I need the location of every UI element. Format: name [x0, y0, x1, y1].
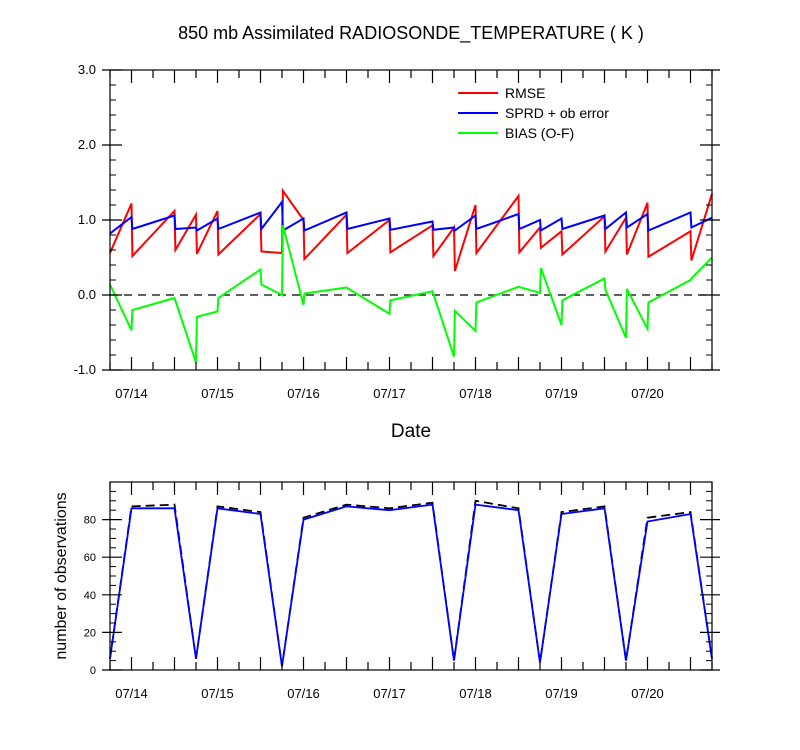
- y-tick-label: 1.0: [78, 212, 96, 227]
- x-tick-label: 07/14: [115, 386, 148, 401]
- y-tick-labels: -1.0 0.0 1.0 2.0 3.0: [74, 62, 96, 377]
- x-tick-label: 07/17: [373, 686, 406, 701]
- rmse-chart: 850 mb Assimilated RADIOSONDE_TEMPERATUR…: [74, 23, 720, 442]
- y-tick-label: -1.0: [74, 362, 96, 377]
- series-line-used: [109, 503, 713, 667]
- x-tick-labels: 07/14 07/15 07/16 07/17 07/18 07/19 07/20: [115, 386, 664, 401]
- x-tick-label: 07/14: [115, 686, 148, 701]
- y-tick-label: 40: [84, 590, 96, 602]
- x-tick-label: 07/17: [373, 386, 406, 401]
- plot-frame: [109, 481, 713, 671]
- y-tick-label: 3.0: [78, 62, 96, 77]
- x-tick-label: 07/19: [545, 686, 578, 701]
- x-tick-label: 07/19: [545, 386, 578, 401]
- series-lines: [109, 187, 713, 363]
- axis-ticks: [102, 481, 720, 671]
- y-tick-label: 80: [84, 515, 96, 527]
- legend-label: RMSE: [505, 85, 545, 101]
- x-tick-label: 07/18: [459, 686, 492, 701]
- x-tick-label: 07/18: [459, 386, 492, 401]
- x-tick-labels: 07/14 07/15 07/16 07/17 07/18 07/19 07/20: [115, 686, 664, 701]
- y-tick-labels: 0 20 40 60 80: [84, 515, 96, 677]
- y-tick-label: 0.0: [78, 287, 96, 302]
- legend-label: BIAS (O-F): [505, 125, 574, 141]
- series-lines: [109, 499, 713, 667]
- x-tick-label: 07/20: [631, 686, 664, 701]
- series-line-rmse: [109, 187, 713, 272]
- y-tick-label: 2.0: [78, 137, 96, 152]
- axis-ticks: [102, 69, 720, 371]
- y-tick-label: 60: [84, 552, 96, 564]
- legend: RMSE SPRD + ob error BIAS (O-F): [458, 85, 609, 141]
- x-tick-label: 07/16: [287, 686, 320, 701]
- x-tick-label: 07/20: [631, 386, 664, 401]
- y-tick-label: 0: [90, 665, 96, 677]
- plot-frame: [109, 69, 713, 371]
- series-line-bias-o-f: [109, 225, 713, 363]
- observations-chart: 07/14 07/15 07/16 07/17 07/18 07/19 07/20 0 20 4…: [53, 481, 720, 701]
- y-tick-label: 20: [84, 627, 96, 639]
- chart-title: 850 mb Assimilated RADIOSONDE_TEMPERATUR…: [178, 23, 644, 44]
- x-tick-label: 07/15: [201, 386, 234, 401]
- y-axis-label: number of observations: [53, 492, 70, 659]
- legend-label: SPRD + ob error: [505, 105, 609, 121]
- x-tick-label: 07/15: [201, 686, 234, 701]
- x-axis-label: Date: [391, 421, 431, 442]
- series-line-possible: [109, 499, 713, 667]
- x-tick-label: 07/16: [287, 386, 320, 401]
- series-line-sprd-ob-error: [109, 199, 713, 235]
